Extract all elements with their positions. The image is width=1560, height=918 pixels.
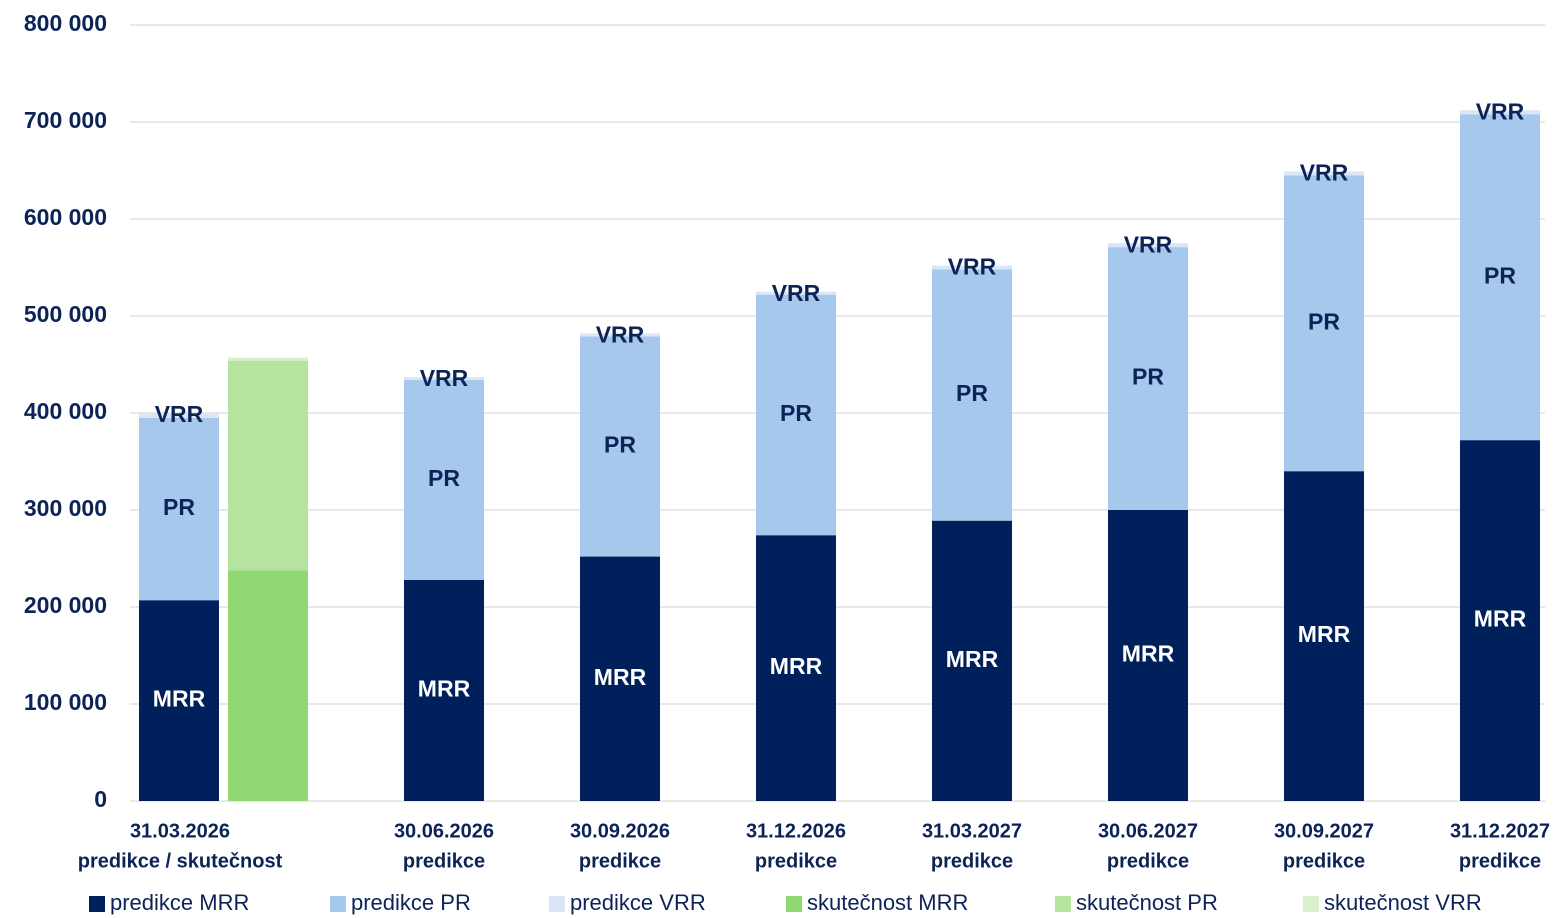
segment-label: VRR [948, 254, 997, 280]
segment-label: PR [1484, 262, 1516, 288]
segment-label: VRR [155, 401, 204, 427]
legend-label: predikce MRR [110, 890, 249, 915]
x-tick-label: 31.03.2027 [922, 820, 1022, 842]
segment-label: VRR [772, 280, 821, 306]
x-tick-label: predikce [1283, 850, 1365, 872]
segment-label: VRR [1124, 231, 1173, 257]
bar-segment [756, 294, 836, 536]
segment-label: VRR [596, 322, 645, 348]
y-tick-label: 800 000 [24, 10, 107, 36]
x-tick-label: predikce [579, 850, 661, 872]
bar-segment [228, 570, 308, 801]
segment-label: VRR [1300, 160, 1349, 186]
segment-label: MRR [153, 686, 206, 712]
segment-label: MRR [1298, 621, 1351, 647]
legend-label: predikce VRR [570, 890, 706, 915]
legend-swatch [1303, 896, 1319, 912]
segment-label: MRR [770, 653, 823, 679]
bar-segment [580, 556, 660, 801]
x-tick-label: predikce [1107, 850, 1189, 872]
bar-segment [932, 265, 1012, 270]
segment-label: PR [1308, 308, 1340, 334]
y-tick-label: 100 000 [24, 689, 107, 715]
x-tick-label: predikce [403, 850, 485, 872]
bar-segment [756, 291, 836, 295]
segment-label: MRR [1122, 641, 1175, 667]
segment-label: VRR [420, 365, 469, 391]
segment-label: VRR [1476, 98, 1525, 124]
bar-segment [139, 417, 219, 601]
x-tick-label: 30.06.2027 [1098, 820, 1198, 842]
x-tick-label: 30.09.2026 [570, 820, 670, 842]
x-tick-label: 31.12.2026 [746, 820, 846, 842]
segment-label: PR [604, 432, 636, 458]
segment-label: PR [163, 494, 195, 520]
segment-label: PR [428, 465, 460, 491]
segment-label: MRR [1474, 606, 1527, 632]
legend-label: skutečnost MRR [807, 890, 968, 915]
segment-label: MRR [946, 646, 999, 672]
segment-label: PR [1132, 364, 1164, 390]
segment-label: MRR [594, 664, 647, 690]
bar-segment [756, 535, 836, 801]
bar-segment [228, 360, 308, 571]
bar-segment [1108, 243, 1188, 248]
bar-segment [404, 579, 484, 801]
y-tick-label: 200 000 [24, 592, 107, 618]
x-tick-label: 31.12.2027 [1450, 820, 1550, 842]
bar-segment [580, 336, 660, 557]
segment-label: MRR [418, 675, 471, 701]
bar-segment [1284, 175, 1364, 472]
legend-swatch [786, 896, 802, 912]
legend-swatch [549, 896, 565, 912]
legend-label: predikce PR [351, 890, 471, 915]
x-tick-label: 30.09.2027 [1274, 820, 1374, 842]
x-tick-label: predikce [755, 850, 837, 872]
bar-segment [1460, 440, 1540, 801]
y-tick-label: 500 000 [24, 301, 107, 327]
y-tick-label: 400 000 [24, 398, 107, 424]
bar-segment [1108, 247, 1188, 510]
bar-segment [1460, 114, 1540, 441]
legend-swatch [89, 896, 105, 912]
segment-label: PR [956, 380, 988, 406]
bar-segment [139, 413, 219, 418]
segment-label: PR [780, 400, 812, 426]
x-tick-label: 30.06.2026 [394, 820, 494, 842]
y-tick-label: 300 000 [24, 495, 107, 521]
bar-segment [404, 380, 484, 580]
bar-segment [932, 269, 1012, 521]
legend-swatch [1055, 896, 1071, 912]
x-tick-label: predikce [1459, 850, 1541, 872]
bar-segment [1108, 510, 1188, 801]
x-tick-label: 31.03.2026 [130, 820, 230, 842]
bar-segment [932, 520, 1012, 801]
legend-swatch [330, 896, 346, 912]
bar-segment [580, 333, 660, 337]
bar-segment [1284, 471, 1364, 801]
y-tick-label: 600 000 [24, 204, 107, 230]
bar-segment [404, 377, 484, 381]
legend-label: skutečnost PR [1076, 890, 1218, 915]
bar-segment [1460, 110, 1540, 115]
y-tick-label: 0 [94, 786, 107, 812]
y-tick-label: 700 000 [24, 107, 107, 133]
bar-segment [1284, 171, 1364, 176]
x-tick-label: predikce / skutečnost [78, 850, 283, 872]
bar-segment [228, 357, 308, 361]
bar-segment [139, 600, 219, 801]
legend-label: skutečnost VRR [1324, 890, 1482, 915]
x-tick-label: predikce [931, 850, 1013, 872]
